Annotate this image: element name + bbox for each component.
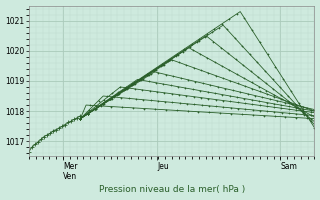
X-axis label: Pression niveau de la mer( hPa ): Pression niveau de la mer( hPa ) <box>99 185 245 194</box>
